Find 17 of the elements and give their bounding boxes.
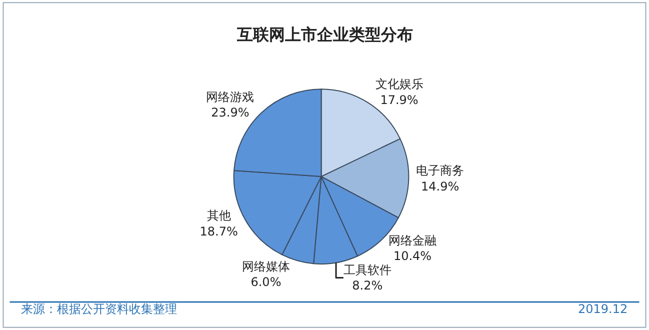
slice-label: 文化娱乐	[375, 77, 424, 92]
chart-title: 互联网上市企业类型分布	[236, 25, 413, 44]
slice-label: 工具软件	[343, 262, 392, 277]
slice-label: 网络媒体	[242, 260, 290, 274]
slice-label: 网络游戏	[206, 90, 254, 104]
data-label: 14.9%	[421, 179, 460, 194]
data-label: 18.7%	[200, 224, 238, 238]
text: 2019.12	[578, 302, 628, 316]
source-note: 来源：根据公开资料收集整理	[21, 302, 177, 316]
slice-label: 电子商务	[416, 164, 464, 178]
data-label: 8.2%	[352, 278, 383, 293]
data-label: 10.4%	[393, 248, 432, 263]
slice-label: 网络金融	[388, 233, 437, 248]
data-label: 23.9%	[211, 106, 250, 120]
data-label: 6.0%	[250, 275, 282, 290]
data-label: 17.9%	[380, 92, 418, 107]
slice-label: 其他	[206, 208, 231, 223]
